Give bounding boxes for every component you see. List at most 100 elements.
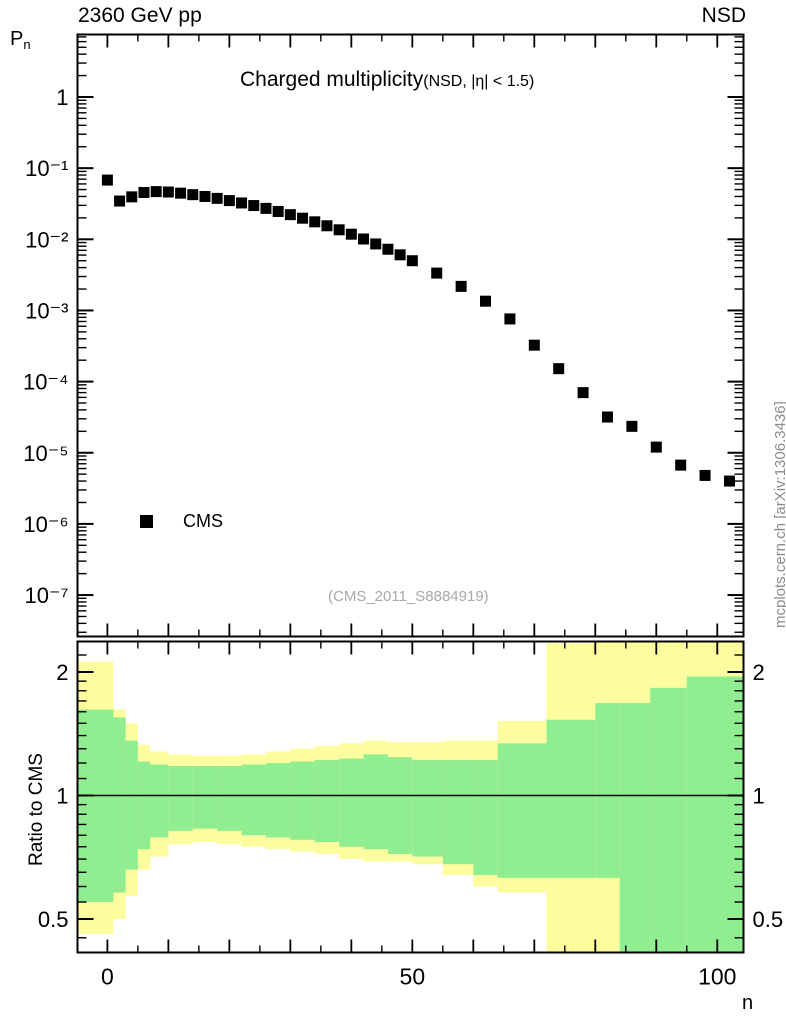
analysis-watermark: (CMS_2011_S8884919) (328, 588, 489, 605)
data-point-marker (333, 224, 345, 236)
legend-label-cms: CMS (183, 511, 223, 531)
data-point-marker (223, 195, 235, 207)
data-point-marker (626, 420, 638, 432)
data-point-marker (504, 313, 516, 325)
ratio-ytick-label-right: 2 (753, 660, 765, 685)
data-point-marker (309, 216, 321, 228)
data-point-marker (101, 174, 113, 186)
header-left: 2360 GeV pp (78, 4, 202, 27)
ratio-band-inner (113, 717, 126, 893)
ratio-band-inner (125, 740, 138, 870)
data-point-marker (553, 363, 565, 375)
ratio-band-inner (686, 676, 744, 953)
data-point-marker (431, 267, 443, 279)
ratio-band-inner (442, 760, 474, 865)
ratio-band-inner (412, 760, 443, 857)
ratio-ylabel: Ratio to CMS (26, 753, 47, 866)
ratio-ytick-label-left: 1 (56, 784, 68, 809)
data-point-marker (358, 233, 370, 245)
ratio-band-inner (168, 766, 193, 831)
ratio-band-inner (217, 766, 242, 831)
main-title-group: Charged multiplicity(NSD, |η| < 1.5) (240, 68, 534, 92)
data-point-marker (138, 186, 150, 198)
ratio-ytick-label-left: 0.5 (38, 907, 69, 932)
data-point-marker (723, 475, 735, 487)
ratio-band-inner (241, 764, 266, 836)
header-right: NSD (701, 4, 746, 27)
main-xtick-group (106, 34, 719, 637)
data-point-marker (114, 195, 126, 207)
ratio-uncertainty-bands (77, 641, 744, 953)
data-point-marker (236, 197, 248, 209)
data-point-marker (126, 191, 138, 203)
main-ytick-label: 10⁻⁵ (23, 441, 68, 466)
ratio-panel-frame (76, 640, 745, 954)
ratio-band-inner (619, 703, 651, 953)
main-ytick-group: 1 10⁻¹ 10⁻² 10⁻³ 10⁻⁴ 10⁻⁵ 10⁻⁶ 10⁻⁷ (23, 36, 744, 633)
data-point-marker (260, 202, 272, 214)
main-ytick-label: 10⁻⁶ (23, 512, 68, 537)
main-title-suffix: (NSD, |η| < 1.5) (423, 73, 535, 90)
xaxis-label: n (742, 992, 754, 1014)
data-point-marker (455, 280, 467, 292)
main-ytick-label: 10⁻³ (25, 298, 68, 323)
data-point-marker (321, 220, 333, 232)
ratio-band-inner (473, 760, 498, 876)
main-title: Charged multiplicity (240, 68, 424, 91)
ratio-xtick-group: 0 50 100 (101, 641, 736, 990)
data-point-marker (699, 469, 711, 481)
data-point-marker (394, 249, 406, 261)
data-point-marker (187, 189, 199, 201)
data-point-marker (175, 187, 187, 199)
legend: CMS (140, 511, 223, 532)
main-ylabel-text: P (10, 28, 24, 50)
ratio-ytick-label-right: 1 (753, 784, 765, 809)
side-credit: mcplots.cern.ch [arXiv:1306.3436] (772, 401, 786, 628)
data-point-marker (577, 387, 589, 399)
main-ytick-label: 10⁻⁴ (23, 370, 69, 395)
data-point-marker (528, 339, 540, 351)
data-series-cms (101, 174, 735, 487)
legend-marker-cms (140, 515, 153, 528)
data-point-marker (650, 441, 662, 453)
ratio-band-inner (150, 764, 169, 838)
xtick-label: 50 (400, 964, 426, 990)
ratio-band-inner (265, 763, 291, 838)
data-point-marker (675, 459, 687, 471)
data-point-marker (211, 192, 223, 204)
ratio-ytick-label-left: 2 (56, 660, 68, 685)
data-point-marker (150, 186, 162, 198)
data-point-marker (162, 186, 174, 198)
ratio-band-inner (546, 719, 596, 878)
data-point-marker (370, 238, 382, 250)
data-point-marker (272, 205, 284, 217)
ratio-band-inner (339, 758, 364, 847)
data-point-marker (406, 255, 418, 267)
data-point-marker (601, 411, 613, 423)
main-ytick-label: 1 (56, 85, 68, 110)
main-ytick-label: 10⁻¹ (25, 156, 68, 181)
main-ytick-label: 10⁻² (25, 227, 68, 252)
data-point-marker (480, 295, 492, 307)
data-point-marker (382, 243, 394, 255)
main-ylabel: Pn (10, 28, 31, 52)
data-point-marker (345, 228, 357, 240)
main-ytick-label: 10⁻⁷ (24, 583, 68, 608)
data-point-marker (248, 200, 260, 212)
ratio-band-inner (363, 754, 388, 850)
ratio-band-inner (290, 761, 315, 840)
ratio-band-inner (137, 761, 151, 850)
ratio-band-inner (595, 703, 620, 878)
ratio-band-inner (387, 757, 413, 855)
data-point-marker (297, 212, 309, 224)
data-point-marker (199, 190, 211, 202)
xtick-label: 0 (101, 964, 114, 990)
ratio-band-inner (497, 743, 547, 878)
ratio-band-inner (650, 687, 687, 953)
ratio-ytick-label-right: 0.5 (753, 907, 784, 932)
ratio-ytick-group: 2 2 1 1 0.5 0.5 (38, 654, 784, 939)
data-point-marker (284, 209, 296, 221)
main-ylabel-subscript: n (23, 37, 31, 52)
